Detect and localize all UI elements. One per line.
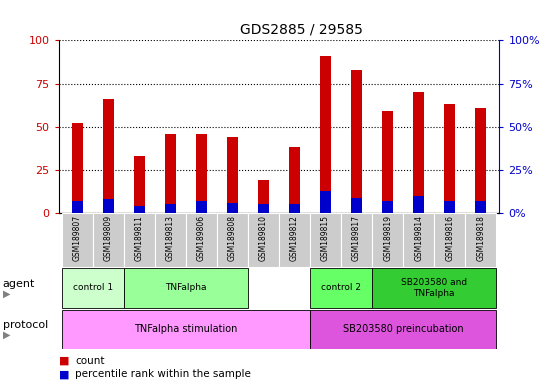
Bar [413, 196, 424, 213]
Bar [310, 268, 372, 308]
Bar [134, 156, 145, 213]
Text: GDS2885 / 29585: GDS2885 / 29585 [240, 23, 363, 36]
Text: ▶: ▶ [3, 330, 10, 340]
Text: count: count [75, 356, 105, 366]
Bar [444, 201, 455, 213]
Text: agent: agent [3, 279, 35, 289]
Text: GSM189808: GSM189808 [228, 215, 237, 261]
Bar [103, 199, 114, 213]
Text: ▶: ▶ [3, 289, 10, 299]
Bar [351, 70, 362, 213]
Bar [403, 213, 434, 267]
Bar [310, 213, 341, 267]
Bar [103, 99, 114, 213]
Text: GSM189809: GSM189809 [104, 215, 113, 262]
Bar [124, 213, 155, 267]
Bar [465, 213, 496, 267]
Bar [165, 134, 176, 213]
Text: SB203580 preincubation: SB203580 preincubation [343, 324, 464, 334]
Bar [93, 213, 124, 267]
Bar [62, 213, 93, 267]
Bar [372, 268, 496, 308]
Text: control 2: control 2 [321, 283, 361, 293]
Bar [382, 201, 393, 213]
Bar [320, 56, 331, 213]
Bar [217, 213, 248, 267]
Bar [434, 213, 465, 267]
Text: GSM189817: GSM189817 [352, 215, 361, 261]
Bar [134, 206, 145, 213]
Bar [227, 203, 238, 213]
Bar [320, 191, 331, 213]
Text: ■: ■ [59, 356, 69, 366]
Text: control 1: control 1 [73, 283, 113, 293]
Text: TNFalpha stimulation: TNFalpha stimulation [134, 324, 238, 334]
Text: GSM189812: GSM189812 [290, 215, 299, 261]
Bar [444, 104, 455, 213]
Text: GSM189807: GSM189807 [73, 215, 81, 262]
Bar [72, 123, 83, 213]
Text: GSM189814: GSM189814 [414, 215, 423, 261]
Bar [372, 213, 403, 267]
Text: GSM189816: GSM189816 [445, 215, 454, 261]
Text: ■: ■ [59, 369, 69, 379]
Bar [289, 147, 300, 213]
Text: GSM189819: GSM189819 [383, 215, 392, 261]
Text: GSM189818: GSM189818 [477, 215, 485, 261]
Bar [62, 268, 124, 308]
Text: GSM189813: GSM189813 [166, 215, 175, 261]
Bar [72, 201, 83, 213]
Bar [310, 310, 496, 349]
Bar [279, 213, 310, 267]
Bar [196, 134, 207, 213]
Bar [341, 213, 372, 267]
Bar [351, 198, 362, 213]
Bar [413, 92, 424, 213]
Bar [186, 213, 217, 267]
Bar [196, 201, 207, 213]
Bar [258, 205, 269, 213]
Text: GSM189811: GSM189811 [135, 215, 144, 261]
Bar [124, 268, 248, 308]
Bar [62, 310, 310, 349]
Text: GSM189806: GSM189806 [197, 215, 206, 262]
Text: SB203580 and
TNFalpha: SB203580 and TNFalpha [401, 278, 467, 298]
Bar [258, 180, 269, 213]
Text: TNFalpha: TNFalpha [165, 283, 206, 293]
Bar [155, 213, 186, 267]
Bar [475, 108, 486, 213]
Bar [475, 201, 486, 213]
Bar [382, 111, 393, 213]
Text: protocol: protocol [3, 320, 48, 331]
Text: GSM189810: GSM189810 [259, 215, 268, 261]
Text: percentile rank within the sample: percentile rank within the sample [75, 369, 251, 379]
Bar [165, 205, 176, 213]
Bar [227, 137, 238, 213]
Bar [289, 205, 300, 213]
Bar [248, 213, 279, 267]
Text: GSM189815: GSM189815 [321, 215, 330, 261]
